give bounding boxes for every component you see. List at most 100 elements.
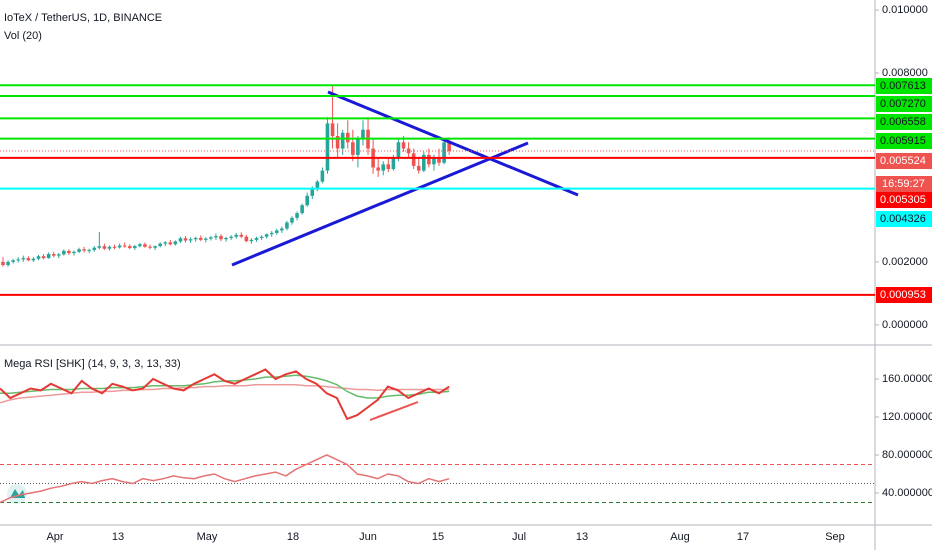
candle-body — [148, 246, 152, 248]
x-tick-label: Jun — [359, 531, 377, 543]
candle-body — [340, 132, 345, 149]
volume-label: Vol (20) — [4, 30, 42, 42]
candle-body — [229, 236, 233, 238]
candle-body — [173, 241, 178, 245]
candle-body — [163, 242, 168, 244]
candle-body — [122, 245, 127, 247]
candle-body — [188, 239, 193, 241]
candle-body — [442, 142, 446, 163]
candle-body — [117, 245, 122, 248]
candle-body — [325, 123, 330, 171]
level-label-bg — [876, 133, 932, 149]
candle-body — [209, 237, 213, 239]
candle-body — [41, 256, 46, 259]
level-label: 0.005915 — [880, 135, 926, 147]
candle-body — [224, 237, 228, 240]
candle-body — [6, 261, 10, 266]
level-label: 0.005305 — [880, 194, 926, 206]
candle-body — [351, 142, 355, 155]
x-tick-label: 15 — [432, 531, 444, 543]
candle-body — [107, 246, 112, 249]
candle-body — [11, 260, 15, 262]
candle-body — [427, 154, 431, 165]
candle-body — [249, 239, 254, 242]
x-tick-label: Aug — [670, 531, 690, 543]
marks — [1, 85, 451, 267]
x-tick-label: Sep — [825, 531, 845, 543]
candle-body — [411, 153, 416, 166]
candle-body — [21, 258, 26, 260]
level-label: 0.006558 — [880, 116, 926, 128]
candle-body — [290, 217, 294, 223]
x-tick-label: Jul — [512, 531, 526, 543]
trendline — [327, 90, 579, 197]
candle-body — [416, 165, 421, 171]
y-tick-label: 0.010000 — [882, 4, 928, 16]
candle-body — [72, 251, 76, 254]
candle-body — [376, 167, 380, 171]
level-label: 0.007270 — [880, 98, 926, 110]
candle-body — [87, 249, 91, 251]
candle-body — [335, 135, 340, 149]
candle-body — [315, 181, 320, 190]
x-tick-label: 13 — [576, 531, 588, 543]
candle-body — [178, 238, 183, 242]
candle-body — [31, 258, 36, 261]
candle-body — [259, 236, 264, 238]
candle-body — [26, 258, 31, 261]
x-tick-label: May — [197, 531, 218, 543]
candle-body — [1, 261, 5, 266]
candle-body — [56, 254, 61, 256]
candle-body — [285, 222, 289, 229]
candle-body — [36, 256, 41, 259]
chart-title: IoTeX / TetherUS, 1D, BINANCE — [4, 12, 162, 24]
level-label: 0.004326 — [880, 213, 926, 225]
level-label-bg — [876, 287, 932, 303]
candle-body — [143, 244, 147, 247]
candle-body — [356, 139, 360, 155]
candle-body — [82, 249, 86, 251]
candle-body — [401, 142, 406, 149]
x-tick-label: Apr — [46, 531, 63, 543]
candle-body — [97, 246, 102, 248]
candle-body — [133, 246, 137, 249]
candle-body — [295, 213, 299, 218]
candle-body — [168, 242, 173, 245]
candle-body — [193, 237, 198, 240]
y-tick-label: 0.000000 — [882, 319, 928, 331]
level-label-bg — [876, 114, 932, 130]
indicator-line — [0, 368, 450, 421]
candle-body — [239, 234, 244, 237]
y-tick-label: 0.002000 — [882, 256, 928, 268]
candle-body — [305, 195, 309, 206]
candle-body — [46, 254, 51, 259]
candle-body — [198, 237, 203, 240]
candle-body — [396, 142, 401, 159]
candle-body — [320, 170, 325, 182]
indicator-line — [0, 454, 450, 504]
level-label-bg — [876, 153, 932, 169]
candle-body — [214, 236, 218, 238]
x-tick-label: 17 — [737, 531, 749, 543]
logo-icon — [10, 489, 25, 498]
candle-body — [447, 142, 451, 152]
level-label: 0.007613 — [880, 80, 926, 92]
level-label: 0.005524 — [880, 155, 926, 167]
x-tick-label: 18 — [287, 531, 299, 543]
candle-body — [138, 244, 142, 247]
candle-body — [219, 236, 223, 240]
countdown: 16:59:27 — [882, 178, 925, 190]
indicator-line — [0, 383, 450, 404]
candle-body — [391, 158, 396, 170]
candle-body — [183, 238, 188, 241]
candle-body — [432, 158, 436, 165]
candle-body — [437, 158, 441, 163]
candle-body — [386, 164, 391, 170]
candle-body — [274, 230, 279, 233]
candle-body — [204, 238, 208, 240]
countdown-bg — [876, 176, 932, 192]
candle-body — [330, 123, 335, 136]
candle-body — [158, 243, 162, 247]
